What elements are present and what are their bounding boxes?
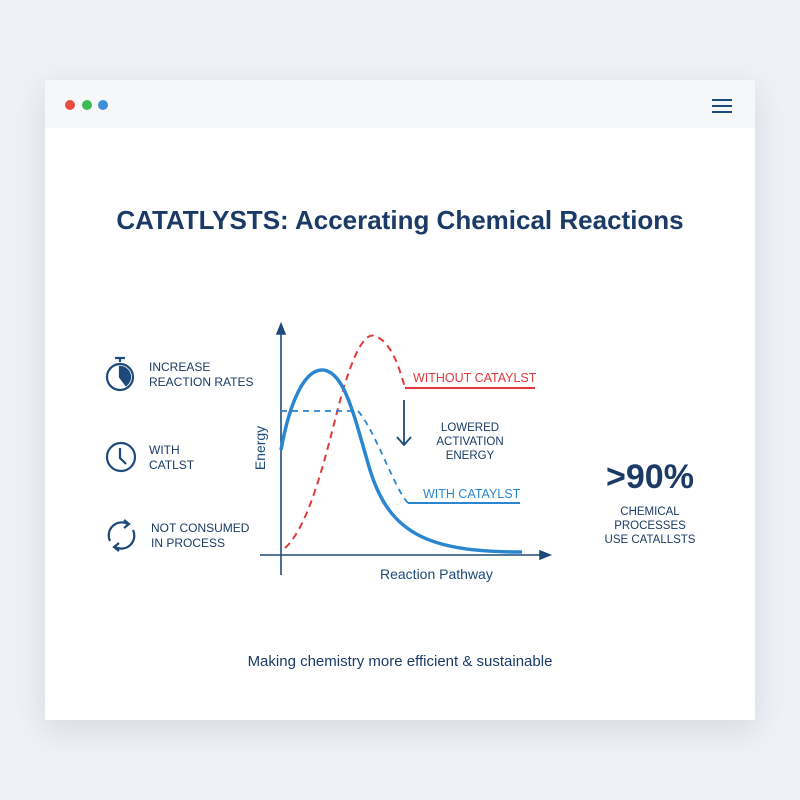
feature-line: NOT CONSUMED	[151, 521, 250, 535]
cycle-arrows-icon	[107, 519, 136, 552]
label-line: ACTIVATION	[436, 436, 504, 448]
browser-window: CATATLYSTS: Accerating Chemical Reaction…	[45, 80, 755, 720]
close-dot-icon[interactable]	[65, 100, 75, 110]
x-axis-arrow-icon	[539, 549, 553, 561]
caption-line: CHEMICAL	[620, 506, 680, 518]
label-line: ENERGY	[445, 450, 495, 462]
clock-icon	[105, 441, 137, 473]
without-catalyst-curve	[284, 334, 406, 549]
stopwatch-icon	[105, 356, 135, 392]
feature-line: CATLST	[149, 458, 195, 472]
caption-line: USE CATALLSTS	[604, 534, 696, 546]
feature-line: INCREASE	[149, 360, 211, 374]
feature-line: WITH	[149, 443, 180, 457]
page-title: CATATLYSTS: Accerating Chemical Reaction…	[116, 205, 684, 235]
lowered-activation-label: LOWERED ACTIVATION ENERGY	[425, 421, 515, 463]
down-arrow-icon	[396, 400, 412, 447]
stat-value: >90%	[606, 458, 694, 496]
x-axis-label: Reaction Pathway	[380, 566, 493, 582]
feature-line: IN PROCESS	[151, 536, 226, 550]
minimize-dot-icon[interactable]	[98, 100, 108, 110]
with-catalyst-curve	[279, 368, 523, 554]
y-axis-label: Energy	[252, 426, 268, 470]
with-catalyst-dashed	[281, 410, 409, 504]
label-line: LOWERED	[440, 422, 500, 434]
y-axis-arrow-icon	[275, 321, 287, 335]
with-catalyst-label: WITH CATAYLST	[423, 487, 521, 501]
without-catalyst-label: WITHOUT CATAYLST	[413, 371, 537, 385]
stat-caption: CHEMICAL PROCESSES USE CATALLSTS	[580, 505, 720, 547]
feature-line: REACTION RATES	[149, 375, 254, 389]
footer-tagline: Making chemistry more efficient & sustai…	[247, 653, 553, 670]
maximize-dot-icon[interactable]	[82, 100, 92, 110]
hamburger-icon[interactable]	[712, 99, 732, 115]
window-titlebar	[45, 80, 755, 128]
caption-line: PROCESSES	[614, 520, 686, 532]
